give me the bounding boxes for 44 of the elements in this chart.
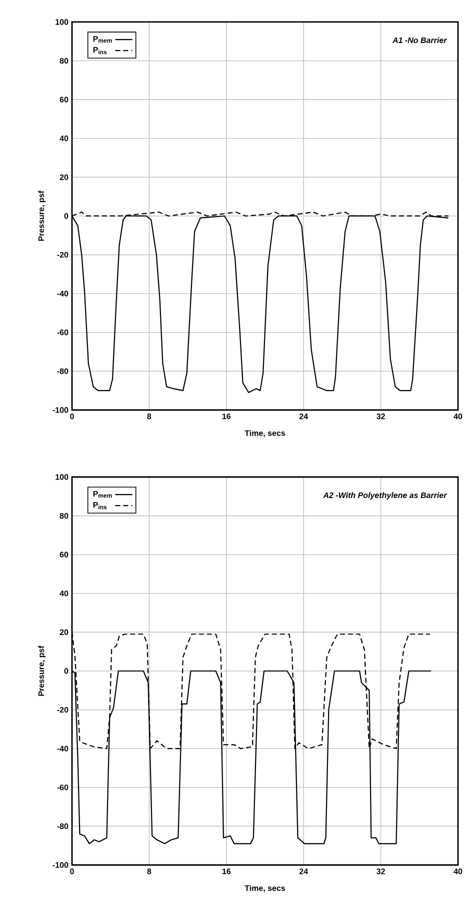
y-tick-label: -20 (57, 706, 68, 713)
y-tick-label: -80 (57, 368, 68, 374)
x-tick-label: 24 (300, 868, 308, 874)
y-tick-label: 20 (60, 174, 68, 180)
y-tick-label: 60 (60, 96, 68, 102)
x-axis-title: Time, secs (244, 430, 286, 438)
y-tick-label: -60 (57, 784, 68, 790)
y-tick-label: -100 (52, 862, 68, 868)
x-tick-label: 40 (454, 868, 462, 874)
y-axis-title: Pressure, psf (38, 646, 46, 696)
legend-label: P$_{mem}$ (93, 491, 112, 498)
x-tick-label: 0 (70, 868, 74, 874)
y-tick-label: 0 (64, 213, 68, 219)
y-axis-title: Pressure, psf (38, 190, 46, 241)
x-tick-label: 32 (376, 414, 386, 420)
text: A2 -With Polyethylene as Barrier (323, 492, 448, 500)
x-tick-label: 16 (222, 414, 231, 420)
y-tick-label: 100 (56, 474, 68, 480)
x-tick-label: 24 (300, 414, 308, 420)
x-tick-label: 8 (147, 868, 152, 874)
legend-label: P$_{ins}$ (93, 47, 107, 54)
y-tick-label: -80 (57, 823, 68, 830)
y-tick-label: -100 (52, 407, 68, 413)
legend-label: P$_{ins}$ (93, 502, 107, 510)
legend-label: P$_{mem}$ (93, 36, 112, 43)
y-tick-label: 60 (60, 552, 68, 558)
x-tick-label: 16 (222, 868, 231, 874)
y-tick-label: 0 (64, 668, 68, 674)
y-tick-label: -60 (57, 330, 68, 336)
y-tick-label: 40 (60, 590, 68, 596)
y-tick-label: 80 (60, 512, 68, 519)
x-tick-label: 32 (376, 868, 386, 874)
y-tick-label: -40 (57, 290, 68, 296)
x-tick-label: 40 (454, 414, 462, 420)
x-tick-label: 0 (70, 414, 74, 420)
y-tick-label: 20 (60, 629, 68, 636)
y-tick-label: 40 (60, 136, 68, 142)
x-axis-title: Time, secs (244, 885, 286, 892)
y-tick-label: 100 (56, 19, 68, 25)
y-tick-label: -20 (57, 252, 68, 258)
y-tick-label: -40 (57, 746, 68, 752)
y-tick-label: 80 (60, 58, 68, 64)
text: A1 -No Barrier (392, 37, 448, 44)
x-tick-label: 8 (147, 414, 152, 420)
